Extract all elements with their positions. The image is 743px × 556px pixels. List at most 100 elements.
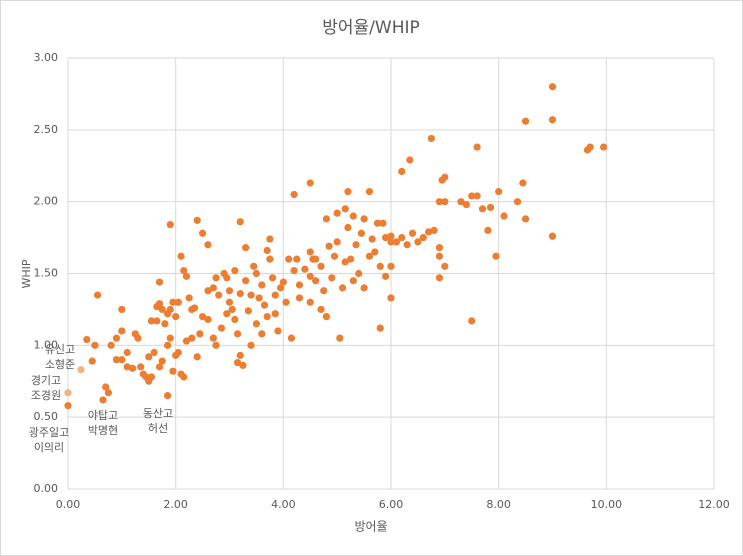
point <box>301 265 309 273</box>
point <box>468 192 476 200</box>
point <box>123 363 131 371</box>
point <box>185 294 193 302</box>
point <box>193 216 201 224</box>
point <box>583 146 592 154</box>
point <box>266 255 274 263</box>
point <box>228 305 236 314</box>
annotation: 허선 <box>148 422 168 435</box>
point <box>169 367 177 375</box>
point <box>306 272 314 280</box>
point <box>336 334 344 342</box>
point <box>317 305 325 314</box>
point <box>435 274 444 282</box>
point <box>468 317 476 325</box>
point <box>352 241 360 249</box>
point <box>365 188 374 196</box>
point <box>231 315 239 324</box>
point <box>427 134 435 143</box>
point <box>328 274 336 282</box>
annotation: 유신고 <box>45 343 75 356</box>
annotation: 조경원 <box>31 389 61 402</box>
point <box>521 117 530 125</box>
point <box>223 310 231 318</box>
point <box>398 233 406 242</box>
point <box>387 262 395 270</box>
point <box>260 301 269 309</box>
point <box>166 334 174 342</box>
point <box>349 277 357 285</box>
point <box>341 258 349 266</box>
point <box>150 348 158 357</box>
point <box>290 267 298 275</box>
point <box>182 272 191 280</box>
point <box>177 252 185 260</box>
point <box>252 269 261 278</box>
point <box>355 269 363 278</box>
chart-title: 방어율/WHIP <box>322 18 420 38</box>
point <box>163 392 172 400</box>
point <box>225 287 234 295</box>
point <box>513 198 522 206</box>
point <box>438 176 446 184</box>
point <box>198 229 207 237</box>
point <box>263 313 271 321</box>
point <box>147 373 156 381</box>
y-axis-title: WHIP <box>20 259 33 288</box>
point <box>209 284 217 292</box>
point <box>196 330 204 338</box>
point <box>155 300 164 308</box>
point <box>91 341 99 349</box>
point <box>282 298 290 306</box>
y-tick-label: 1.50 <box>34 267 59 280</box>
point <box>99 396 107 404</box>
point <box>548 116 557 124</box>
point <box>242 277 250 285</box>
point <box>158 305 166 314</box>
point <box>242 244 250 252</box>
point <box>163 341 172 349</box>
point <box>166 305 174 314</box>
x-tick-label: 2.00 <box>163 498 188 511</box>
point <box>392 238 400 246</box>
point <box>77 366 85 374</box>
point <box>376 262 384 270</box>
point <box>263 246 271 255</box>
x-tick-label: 6.00 <box>379 498 404 511</box>
point <box>376 324 384 332</box>
point <box>330 252 339 260</box>
point <box>223 274 231 282</box>
point <box>357 229 365 237</box>
point <box>290 190 298 199</box>
point <box>250 262 258 270</box>
point <box>236 290 244 298</box>
point <box>500 212 508 220</box>
point <box>258 281 266 289</box>
point <box>271 291 279 299</box>
point <box>239 361 247 370</box>
point <box>118 305 126 314</box>
point <box>382 272 390 280</box>
point <box>484 226 492 234</box>
point <box>306 298 314 306</box>
point <box>118 356 126 364</box>
point <box>473 192 481 200</box>
point <box>430 226 438 234</box>
x-tick-label: 0.00 <box>56 498 81 511</box>
point <box>387 238 395 246</box>
annotation: 소형준 <box>45 358 75 371</box>
point <box>333 238 341 246</box>
point <box>180 373 188 381</box>
point <box>204 287 212 295</box>
point <box>382 233 390 242</box>
point <box>215 291 223 299</box>
point <box>104 389 112 397</box>
point <box>492 252 500 260</box>
point <box>266 235 274 243</box>
y-tick-label: 0.00 <box>34 482 59 495</box>
annotation: 동산고 <box>143 407 173 420</box>
point <box>548 83 557 91</box>
point <box>473 143 481 151</box>
point <box>295 281 304 289</box>
point <box>379 219 387 227</box>
point <box>204 315 212 324</box>
